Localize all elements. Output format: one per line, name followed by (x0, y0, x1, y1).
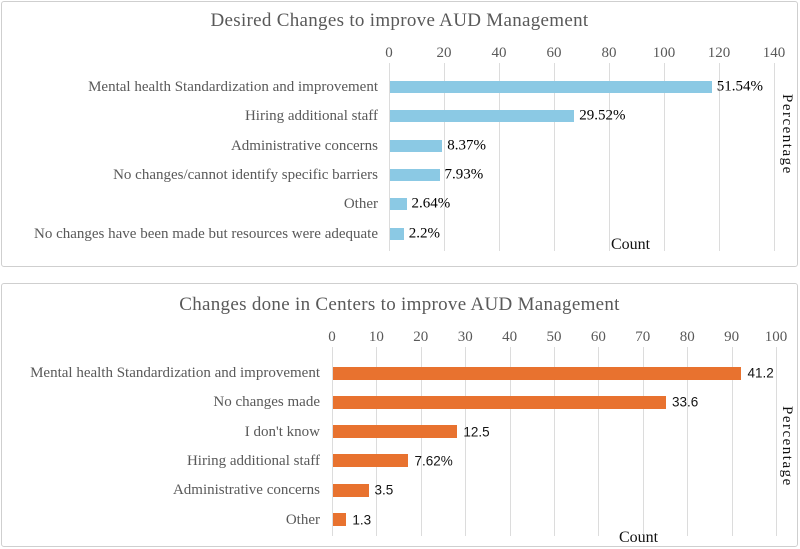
category-label: I don't know (244, 423, 320, 440)
bar (333, 366, 742, 380)
bar (333, 454, 409, 468)
chart-panel-desired-changes: Desired Changes to improve AUD Managemen… (1, 1, 798, 267)
bar-value-label: 3.5 (374, 482, 394, 498)
gridline (687, 347, 689, 536)
bar (390, 81, 712, 93)
x-tick-label: 140 (762, 45, 786, 61)
bar (333, 395, 666, 409)
bar-value-label: 7.62% (414, 453, 453, 469)
bar (390, 110, 575, 123)
bar-value-label: 8.37% (447, 137, 486, 154)
plot-area: 41.2 33.6 12.5 7.62% 3.5 1.3 Count (332, 347, 777, 546)
category-label: Other (343, 195, 378, 212)
gridline (598, 347, 600, 536)
bar-value-label: 2.64% (411, 195, 451, 212)
x-tick-label: 90 (724, 329, 740, 345)
category-label: No changes have been made but resources … (33, 225, 378, 242)
x-tick-label: 0 (385, 45, 393, 61)
category-label: Hiring additional staff (186, 452, 320, 469)
y-axis-title: Percentage (779, 94, 795, 175)
gridline (499, 63, 500, 251)
x-axis-title: Count (611, 236, 651, 253)
gridline (642, 347, 644, 536)
gridline (376, 347, 378, 536)
gridline (554, 63, 555, 251)
chart-panel-changes-done: Changes done in Centers to improve AUD M… (1, 283, 798, 547)
bar-value-label: 7.93% (444, 166, 484, 183)
bar-value-label: 2.2% (408, 225, 440, 241)
bar (390, 198, 407, 211)
x-tick-label: 10 (368, 329, 384, 345)
gridline (774, 63, 775, 251)
x-tick-label: 40 (491, 45, 507, 61)
category-label: No changes made (213, 394, 320, 411)
x-tick-label: 0 (328, 329, 336, 345)
x-axis-title: Count (619, 529, 659, 546)
bar-value-label: 51.54% (716, 78, 763, 95)
bar (333, 425, 458, 439)
x-tick-label: 60 (590, 329, 606, 345)
category-label: Administrative concerns (230, 137, 378, 154)
gridline (731, 347, 733, 536)
category-label: No changes/cannot identify specific barr… (113, 166, 378, 183)
chart-title: Changes done in Centers to improve AUD M… (179, 294, 620, 315)
x-tick-label: 60 (546, 45, 562, 61)
bar-value-label: 33.6 (672, 394, 699, 410)
chart-title: Desired Changes to improve AUD Managemen… (210, 10, 589, 31)
bar (390, 139, 443, 152)
gridline (420, 347, 422, 536)
x-tick-label: 100 (652, 45, 676, 61)
gridline (609, 63, 610, 251)
bar-value-label: 12.5 (463, 424, 490, 440)
category-label: Hiring additional staff (244, 108, 378, 125)
gridline (509, 347, 511, 536)
bar-value-label: 29.52% (579, 107, 626, 124)
x-tick-label: 80 (679, 329, 695, 345)
gridline (444, 63, 445, 251)
x-tick-label: 80 (601, 45, 617, 61)
gridline (332, 347, 333, 536)
x-tick-label: 20 (413, 329, 429, 345)
category-label: Mental health Standardization and improv… (88, 78, 378, 95)
bar (390, 168, 440, 181)
bar-value-label: 1.3 (352, 512, 372, 527)
bar (390, 227, 404, 240)
category-label: Administrative concerns (172, 481, 320, 498)
y-axis-title: Percentage (779, 406, 795, 487)
bar (333, 513, 347, 526)
x-tick-label: 100 (764, 329, 788, 345)
gridline (776, 347, 777, 536)
gridline (664, 63, 665, 251)
x-tick-label: 30 (457, 329, 473, 345)
x-tick-label: 50 (546, 329, 562, 345)
gridline (719, 63, 720, 251)
gridline (554, 347, 555, 536)
x-tick-label: 20 (436, 45, 452, 61)
gridline (389, 63, 390, 251)
bar (333, 483, 369, 497)
category-label: Other (285, 511, 320, 528)
x-tick-label: 120 (707, 45, 731, 61)
gridline (465, 347, 467, 536)
bar-value-label: 41.2 (747, 365, 774, 381)
x-tick-label: 70 (635, 329, 651, 345)
plot-area: 51.54% 29.52% 8.37% 7.93% 2.64% 2.2% Count (389, 63, 775, 253)
x-tick-label: 40 (502, 329, 518, 345)
category-label: Mental health Standardization and improv… (30, 364, 320, 381)
